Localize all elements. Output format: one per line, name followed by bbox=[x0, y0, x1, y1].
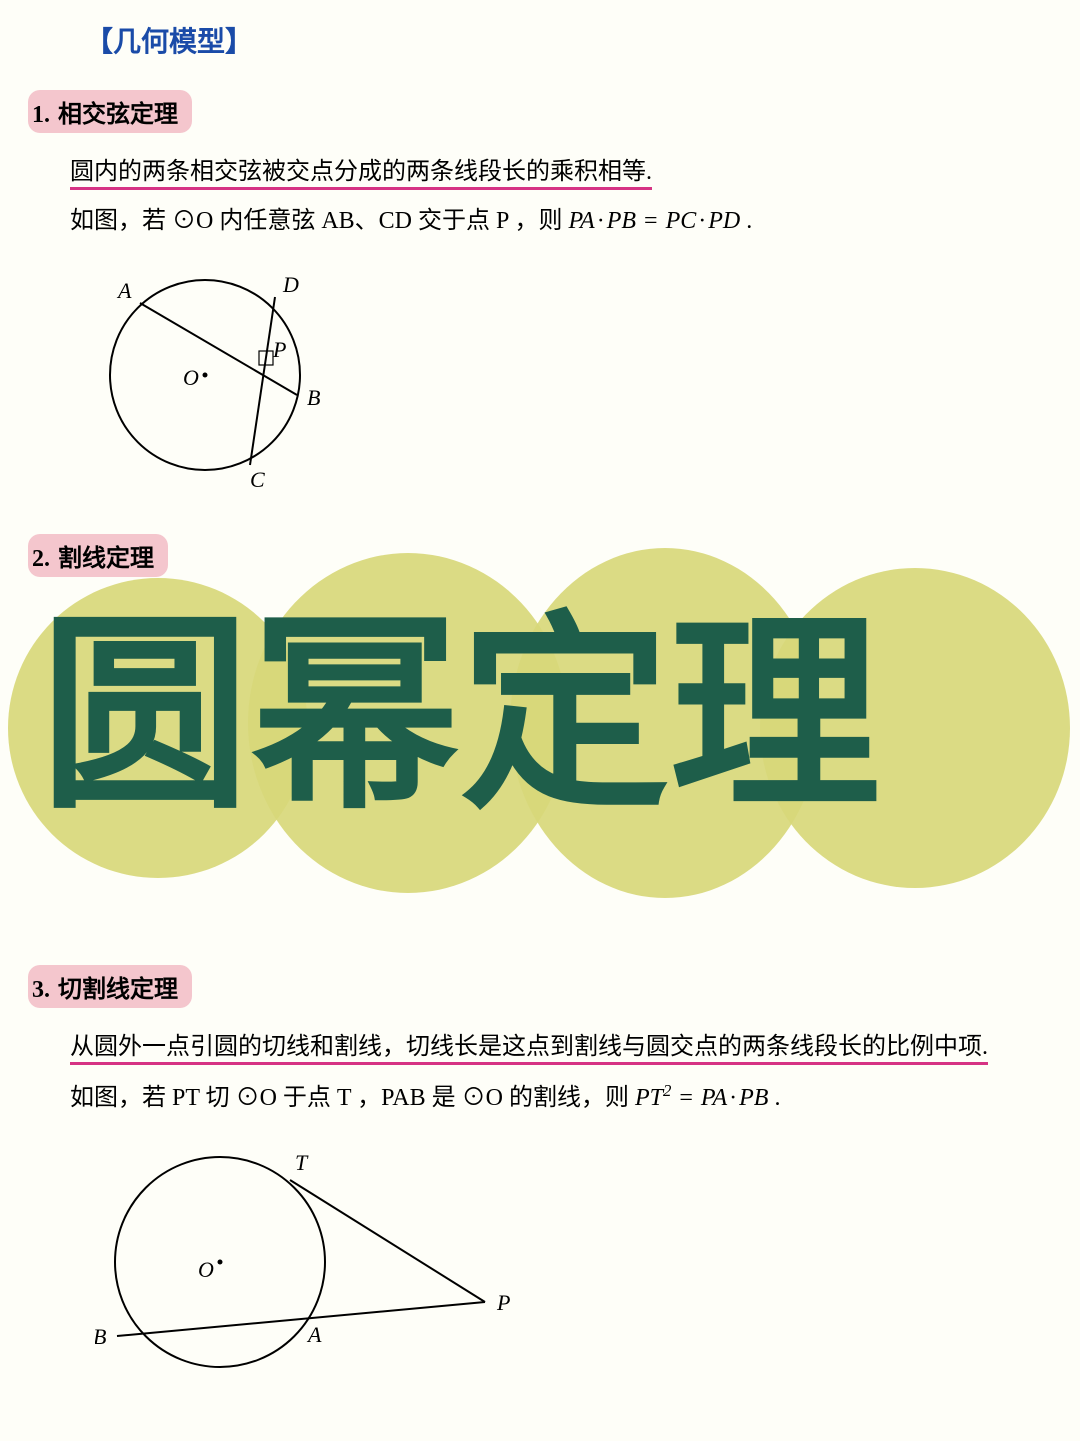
diagram-1-svg: O A D B C P bbox=[95, 255, 355, 495]
svg-text:P: P bbox=[272, 337, 286, 362]
svg-text:B: B bbox=[95, 1324, 106, 1349]
diagram-3: O T P A B bbox=[95, 1132, 1040, 1397]
section-2: 2.割线定理 bbox=[40, 524, 1040, 955]
document-container: 【几何模型】 1.相交弦定理 圆内的两条相交弦被交点分成的两条线段长的乘积相等.… bbox=[0, 0, 1080, 1441]
svg-text:T: T bbox=[295, 1150, 309, 1175]
svg-text:O: O bbox=[198, 1257, 214, 1282]
section-3: 3.切割线定理 从圆外一点引圆的切线和割线，切线长是这点到割线与圆交点的两条线段… bbox=[40, 955, 1040, 1396]
section-1: 1.相交弦定理 圆内的两条相交弦被交点分成的两条线段长的乘积相等. 如图，若 ⊙… bbox=[40, 80, 1040, 500]
section-2-header: 2.割线定理 bbox=[28, 534, 168, 577]
svg-text:C: C bbox=[250, 467, 265, 492]
section-1-header: 1.相交弦定理 bbox=[28, 90, 192, 133]
svg-text:P: P bbox=[496, 1290, 510, 1315]
svg-text:B: B bbox=[307, 385, 320, 410]
section-1-example: 如图，若 ⊙O 内任意弦 AB、CD 交于点 P ，则 PA·PB = PC·P… bbox=[70, 200, 1040, 243]
section-3-example: 如图，若 PT 切 ⊙O 于点 T ，PAB 是 ⊙O 的割线，则 PT2 = … bbox=[70, 1076, 1040, 1120]
formula-1: PA·PB = PC·PD bbox=[568, 208, 740, 234]
svg-text:O: O bbox=[183, 365, 199, 390]
section-3-statement: 从圆外一点引圆的切线和割线，切线长是这点到割线与圆交点的两条线段长的比例中项. bbox=[70, 1026, 1040, 1069]
svg-text:D: D bbox=[282, 272, 299, 297]
main-title: 【几何模型】 bbox=[85, 20, 1040, 60]
diagram-1: O A D B C P bbox=[95, 255, 1040, 500]
section-3-header: 3.切割线定理 bbox=[28, 965, 192, 1008]
svg-text:A: A bbox=[306, 1322, 322, 1347]
section-1-statement: 圆内的两条相交弦被交点分成的两条线段长的乘积相等. bbox=[70, 151, 1040, 194]
diagram-3-svg: O T P A B bbox=[95, 1132, 525, 1392]
svg-text:A: A bbox=[116, 278, 132, 303]
formula-3: PT2 = PA·PB bbox=[635, 1085, 769, 1111]
